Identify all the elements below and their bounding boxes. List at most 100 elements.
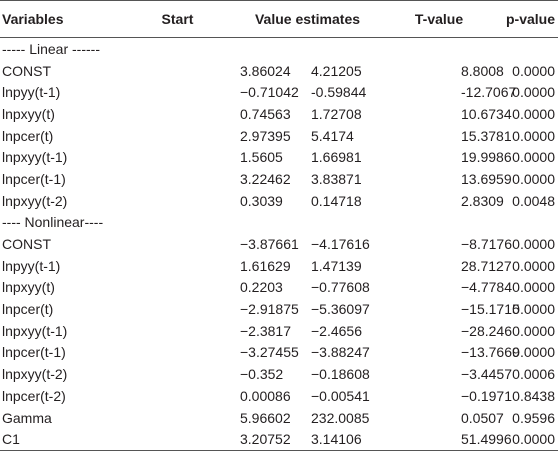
header-row: Variables Start Value estimates T-value p-va… <box>0 0 558 38</box>
section-row: ---- Nonlinear---- <box>0 212 558 234</box>
variable-name: lnpxyy(t-1) <box>2 322 68 339</box>
cell-value: 10.6734 <box>461 105 512 122</box>
variable-name: lnpxyy(t-2) <box>2 192 68 209</box>
cell-value: 0.9596 <box>512 409 555 426</box>
column-header: Start <box>120 0 235 38</box>
data-row: lnpxyy(t) 0.74563 1.72708 10.6734 0.0000 <box>0 103 558 125</box>
cell-value: 5.96602 <box>240 409 291 426</box>
cell-value: 51.4996 <box>380 428 512 452</box>
data-row: Gamma 5.96602 232.0085 0.0507 0.9596 <box>0 407 558 429</box>
data-row: lnpxyy(t-2) 0.3039 0.14718 2.8309 0.0048 <box>0 190 558 212</box>
cell-value: −15.1715 <box>461 301 520 318</box>
data-row: lnpcer(t-1) −3.27455 −3.88247 −13.7669 0.000… <box>0 342 558 364</box>
results-table: Variables Start Value estimates T-value p-va… <box>0 0 558 452</box>
variable-name: CONST <box>2 236 51 253</box>
data-row: lnpcer(t) 2.97395 5.4174 15.3781 0.0000 <box>0 125 558 147</box>
cell-value: 232.0085 <box>311 409 370 426</box>
variable-name: lnpxyy(t) <box>2 105 55 122</box>
variable-name: lnpcer(t) <box>2 127 54 144</box>
cell-value: 0.2203 <box>240 279 283 296</box>
cell-value: 3.20752 <box>120 428 291 452</box>
cell-value: 5.4174 <box>311 127 354 144</box>
variable-name: lnpxyy(t-1) <box>2 149 68 166</box>
cell-value: −4.17616 <box>311 236 370 253</box>
cell-value: 0.0000 <box>512 149 555 166</box>
cell-value: −0.77608 <box>311 279 370 296</box>
cell-value: 2.8309 <box>461 192 504 209</box>
column-header: p-value <box>498 0 558 38</box>
cell-value: 1.5605 <box>240 149 283 166</box>
cell-value: −28.246 <box>461 322 512 339</box>
cell-value: 19.9986 <box>461 149 512 166</box>
cell-value: −0.352 <box>240 366 284 383</box>
variable-name: lnpyy(t-1) <box>2 257 61 274</box>
cell-value: 0.0048 <box>512 192 555 209</box>
cell-value: 0.0000 <box>512 84 555 101</box>
cell-value: 0.0000 <box>512 62 555 79</box>
cell-value: −0.1971 <box>461 387 512 404</box>
cell-value: −3.87661 <box>240 236 299 253</box>
cell-value: 15.3781 <box>461 127 512 144</box>
cell-value: −5.36097 <box>311 301 370 318</box>
data-row: lnpcer(t) −2.91875 −5.36097 −15.1715 0.0000 <box>0 298 558 320</box>
cell-value: 3.22462 <box>240 170 291 187</box>
data-row: C1 3.20752 3.14106 51.4996 0.0000 <box>0 428 558 452</box>
cell-value: 0.0000 <box>498 428 558 452</box>
cell-value: −3.88247 <box>311 344 370 361</box>
cell-value: −3.4457 <box>461 366 512 383</box>
cell-value: 2.97395 <box>240 127 291 144</box>
cell-value: 3.86024 <box>240 62 291 79</box>
cell-value: 3.83871 <box>311 170 362 187</box>
cell-value: 0.0000 <box>512 344 555 361</box>
variable-name: lnpxyy(t-2) <box>2 366 68 383</box>
section-label: ---- Nonlinear---- <box>2 214 104 231</box>
column-header: Variables <box>0 0 120 38</box>
cell-value: 0.0006 <box>512 366 555 383</box>
cell-value: 0.0000 <box>512 301 555 318</box>
cell-value: -12.7067 <box>461 84 517 101</box>
section-label: ----- Linear ------ <box>2 40 100 57</box>
cell-value: −4.7784 <box>461 279 512 296</box>
cell-value: 0.3039 <box>240 192 283 209</box>
variable-name: lnpcer(t) <box>2 301 54 318</box>
cell-value: 3.14106 <box>235 428 380 452</box>
cell-value: 1.72708 <box>311 105 362 122</box>
cell-value: 0.0000 <box>512 279 555 296</box>
variable-name: Gamma <box>2 409 52 426</box>
cell-value: 1.61629 <box>240 257 291 274</box>
cell-value: 8.8008 <box>461 62 504 79</box>
data-row: lnpxyy(t-1) −2.3817 −2.4656 −28.246 0.0000 <box>0 320 558 342</box>
data-row: lnpyy(t-1) −0.71042 -0.59844 -12.7067 0.0000 <box>0 81 558 103</box>
cell-value: −0.71042 <box>240 84 299 101</box>
cell-value: −8.7176 <box>461 236 512 253</box>
cell-value: 0.14718 <box>311 192 362 209</box>
data-row: lnpxyy(t) 0.2203 −0.77608 −4.7784 0.0000 <box>0 277 558 299</box>
cell-value: −2.91875 <box>240 301 299 318</box>
cell-value: 0.0000 <box>512 170 555 187</box>
variable-name: lnpxyy(t) <box>2 279 55 296</box>
data-row: CONST −3.87661 −4.17616 −8.7176 0.0000 <box>0 233 558 255</box>
cell-value: −0.00541 <box>311 387 370 404</box>
table-body: ----- Linear ------ CONST 3.86024 4.21205 8.… <box>0 38 558 452</box>
cell-value: −2.4656 <box>311 322 362 339</box>
variable-name: CONST <box>2 62 51 79</box>
data-row: lnpcer(t-1) 3.22462 3.83871 13.6959 0.0000 <box>0 168 558 190</box>
cell-value: 1.47139 <box>311 257 362 274</box>
cell-value: -0.59844 <box>311 84 367 101</box>
cell-value: 0.0507 <box>461 409 504 426</box>
cell-value: 0.0000 <box>512 236 555 253</box>
cell-value: 1.66981 <box>311 149 362 166</box>
table-header: Variables Start Value estimates T-value p-va… <box>0 0 558 38</box>
cell-value: 0.8438 <box>512 387 555 404</box>
data-row: CONST 3.86024 4.21205 8.8008 0.0000 <box>0 60 558 82</box>
cell-value: 28.7127 <box>461 257 512 274</box>
column-header: Value estimates <box>235 0 380 38</box>
data-row: lnpxyy(t-2) −0.352 −0.18608 −3.4457 0.0006 <box>0 363 558 385</box>
column-header: T-value <box>380 0 498 38</box>
section-row: ----- Linear ------ <box>0 38 558 60</box>
cell-value: 0.74563 <box>240 105 291 122</box>
variable-name: lnpyy(t-1) <box>2 84 61 101</box>
data-row: lnpyy(t-1) 1.61629 1.47139 28.7127 0.0000 <box>0 255 558 277</box>
data-row: lnpxyy(t-1) 1.5605 1.66981 19.9986 0.0000 <box>0 146 558 168</box>
